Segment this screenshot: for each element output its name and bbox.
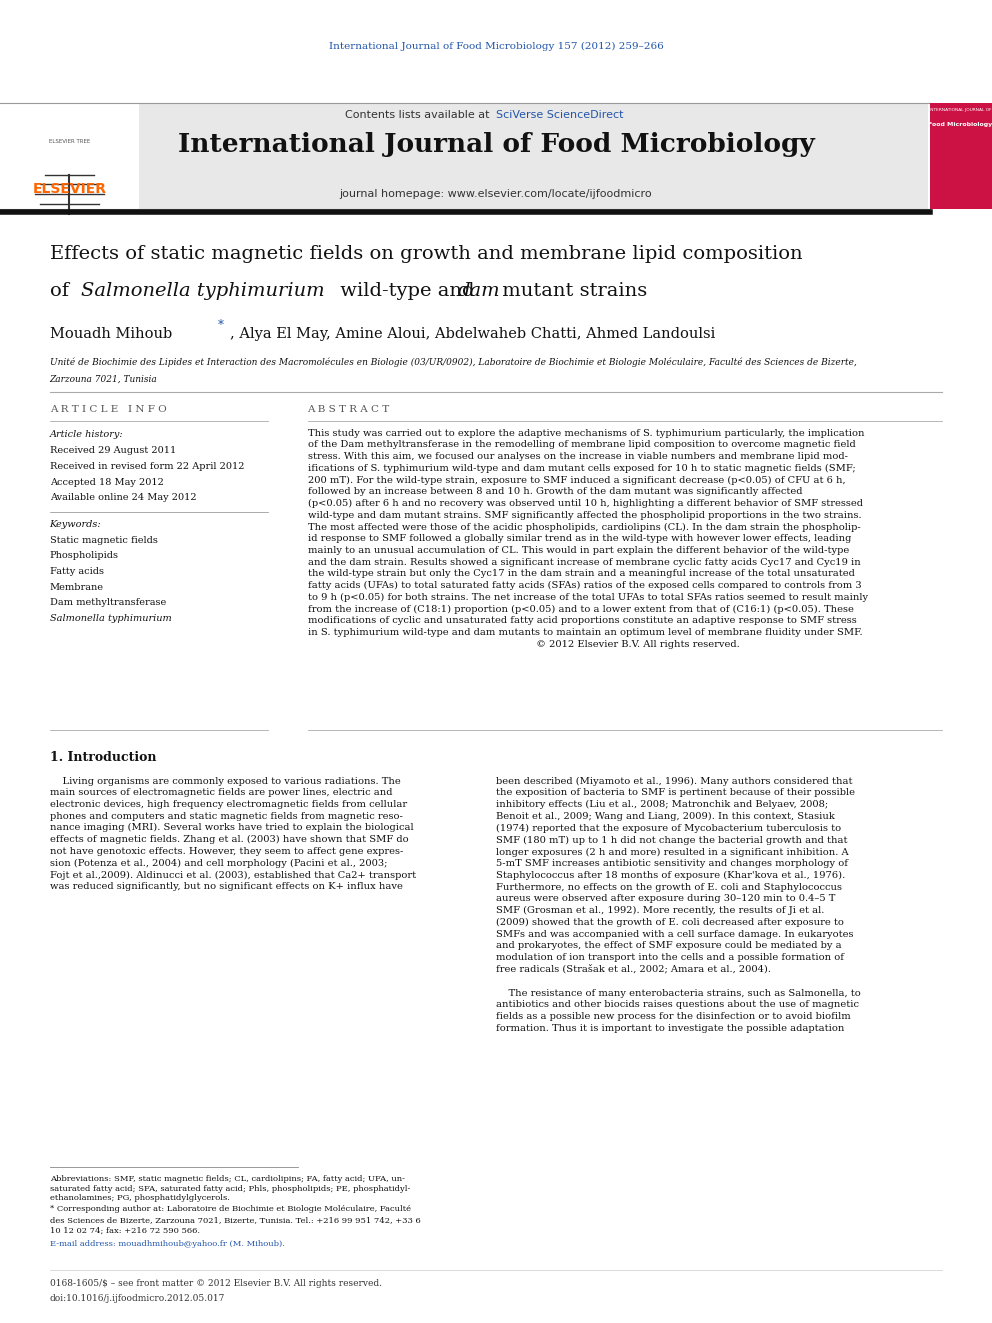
Text: Salmonella typhimurium: Salmonella typhimurium: [81, 282, 325, 300]
Text: Contents lists available at: Contents lists available at: [345, 110, 493, 120]
Text: Phospholipids: Phospholipids: [50, 552, 119, 561]
Text: ELSEVIER TREE: ELSEVIER TREE: [49, 139, 90, 144]
Text: International Journal of Food Microbiology: International Journal of Food Microbiolo…: [178, 132, 814, 157]
Text: , Alya El May, Amine Aloui, Abdelwaheb Chatti, Ahmed Landoulsi: , Alya El May, Amine Aloui, Abdelwaheb C…: [230, 327, 715, 341]
Text: Abbreviations: SMF, static magnetic fields; CL, cardiolipins; FA, fatty acid; UF: Abbreviations: SMF, static magnetic fiel…: [50, 1175, 410, 1203]
Text: Living organisms are commonly exposed to various radiations. The
main sources of: Living organisms are commonly exposed to…: [50, 777, 416, 892]
Text: Received 29 August 2011: Received 29 August 2011: [50, 446, 176, 455]
Text: Available online 24 May 2012: Available online 24 May 2012: [50, 493, 196, 503]
Text: A B S T R A C T: A B S T R A C T: [308, 405, 390, 414]
Bar: [0, 103, 139, 209]
Text: Effects of static magnetic fields on growth and membrane lipid composition: Effects of static magnetic fields on gro…: [50, 245, 803, 263]
Text: SciVerse ScienceDirect: SciVerse ScienceDirect: [496, 110, 624, 120]
Bar: [139, 103, 928, 209]
Text: 0168-1605/$ – see front matter © 2012 Elsevier B.V. All rights reserved.: 0168-1605/$ – see front matter © 2012 El…: [50, 1279, 382, 1289]
Text: Food Microbiology: Food Microbiology: [929, 122, 992, 127]
Text: Fatty acids: Fatty acids: [50, 568, 103, 576]
Text: Salmonella typhimurium: Salmonella typhimurium: [50, 614, 172, 623]
Text: Unité de Biochimie des Lipides et Interaction des Macromolécules en Biologie (03: Unité de Biochimie des Lipides et Intera…: [50, 357, 856, 366]
Text: ELSEVIER: ELSEVIER: [33, 181, 106, 196]
Text: This study was carried out to explore the adaptive mechanisms of S. typhimurium : This study was carried out to explore th…: [308, 429, 868, 648]
Text: A R T I C L E   I N F O: A R T I C L E I N F O: [50, 405, 167, 414]
Text: Article history:: Article history:: [50, 430, 123, 439]
Text: Accepted 18 May 2012: Accepted 18 May 2012: [50, 478, 164, 487]
Text: dam: dam: [457, 282, 500, 300]
Text: E-mail address: mouadhmihoub@yahoo.fr (M. Mihoub).: E-mail address: mouadhmihoub@yahoo.fr (M…: [50, 1240, 285, 1248]
Bar: [930, 103, 992, 209]
Text: des Sciences de Bizerte, Zarzouna 7021, Bizerte, Tunisia. Tel.: +216 99 951 742,: des Sciences de Bizerte, Zarzouna 7021, …: [50, 1216, 421, 1224]
Text: Dam methyltransferase: Dam methyltransferase: [50, 598, 166, 607]
Text: Received in revised form 22 April 2012: Received in revised form 22 April 2012: [50, 462, 244, 471]
Text: Mouadh Mihoub: Mouadh Mihoub: [50, 327, 177, 341]
Text: International Journal of Food Microbiology 157 (2012) 259–266: International Journal of Food Microbiolo…: [328, 42, 664, 52]
Text: been described (Miyamoto et al., 1996). Many authors considered that
the exposit: been described (Miyamoto et al., 1996). …: [496, 777, 861, 1033]
Text: 10 12 02 74; fax: +216 72 590 566.: 10 12 02 74; fax: +216 72 590 566.: [50, 1226, 199, 1234]
Text: *: *: [218, 319, 224, 332]
Text: * Corresponding author at: Laboratoire de Biochimie et Biologie Moléculaire, Fac: * Corresponding author at: Laboratoire d…: [50, 1205, 411, 1213]
Text: doi:10.1016/j.ijfoodmicro.2012.05.017: doi:10.1016/j.ijfoodmicro.2012.05.017: [50, 1294, 225, 1303]
Text: mutant strains: mutant strains: [496, 282, 647, 300]
Text: Zarzouna 7021, Tunisia: Zarzouna 7021, Tunisia: [50, 374, 158, 384]
Text: Static magnetic fields: Static magnetic fields: [50, 536, 158, 545]
Text: INTERNATIONAL JOURNAL OF: INTERNATIONAL JOURNAL OF: [929, 108, 992, 112]
Text: Keywords:: Keywords:: [50, 520, 101, 529]
Text: wild-type and: wild-type and: [334, 282, 481, 300]
Text: Membrane: Membrane: [50, 582, 103, 591]
Text: of: of: [50, 282, 74, 300]
Text: journal homepage: www.elsevier.com/locate/ijfoodmicro: journal homepage: www.elsevier.com/locat…: [339, 189, 653, 200]
Text: 1. Introduction: 1. Introduction: [50, 751, 156, 765]
